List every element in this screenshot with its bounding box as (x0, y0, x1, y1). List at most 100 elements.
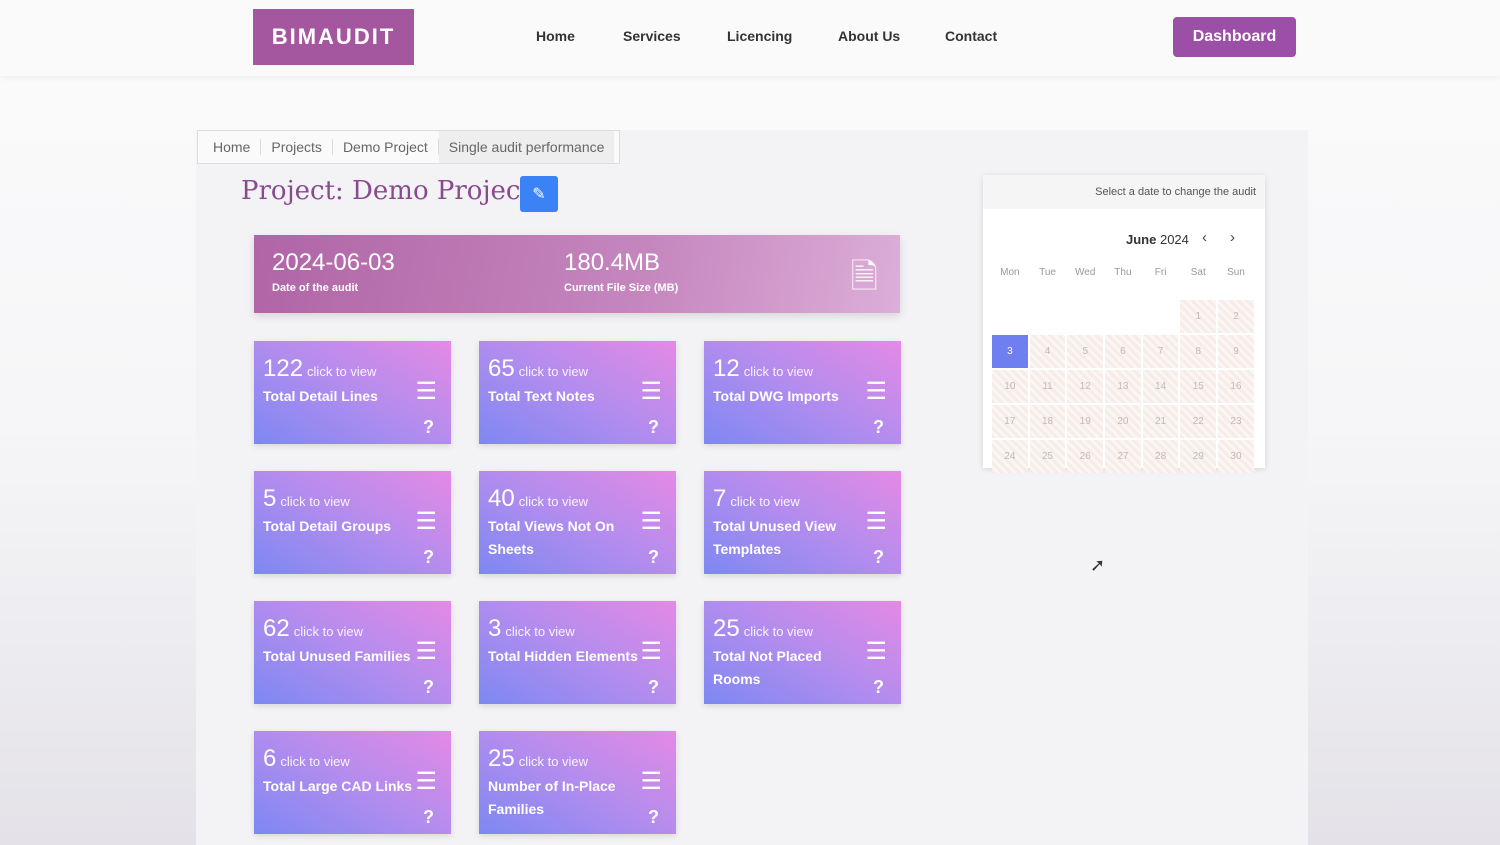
click-to-view: click to view (293, 624, 364, 639)
help-icon[interactable]: ? (648, 547, 659, 567)
stat-card[interactable]: 25 click to view Total Not Placed Rooms ☰… (704, 601, 901, 704)
calendar-grid: Mon Tue Wed Thu Fri Sat Sun 1 2 3 4 5 6 7 8 9 10 11 12 13 14… (991, 264, 1255, 474)
stat-card[interactable]: 65 click to view Total Text Notes ☰ ? (479, 341, 676, 444)
stat-card[interactable]: 5 click to view Total Detail Groups ☰ ? (254, 471, 451, 574)
calendar-day: 21 (1142, 405, 1179, 438)
stat-card[interactable]: 12 click to view Total DWG Imports ☰ ? (704, 341, 901, 444)
next-month-icon[interactable]: › (1230, 229, 1235, 246)
click-to-view: click to view (518, 754, 589, 769)
calendar-day: 29 (1180, 440, 1217, 473)
stat-value: 62 click to view (263, 615, 364, 642)
stat-label: Total Detail Groups (263, 518, 392, 534)
weekday-label: Mon (1000, 267, 1020, 278)
stat-value: 7 click to view (713, 485, 800, 512)
breadcrumb-current: Single audit performance (438, 131, 615, 163)
list-icon[interactable]: ☰ (640, 768, 662, 795)
audit-date-label: Date of the audit (272, 282, 359, 294)
list-icon[interactable]: ☰ (415, 638, 437, 665)
list-icon[interactable]: ☰ (865, 508, 887, 535)
list-icon[interactable]: ☰ (865, 638, 887, 665)
nav-home[interactable]: Home (536, 28, 575, 44)
stat-card[interactable]: 25 click to view Number of In-Place Famil… (479, 731, 676, 834)
stat-value: 12 click to view (713, 355, 814, 382)
click-to-view: click to view (518, 364, 589, 379)
click-to-view: click to view (280, 754, 350, 769)
stat-card[interactable]: 7 click to view Total Unused View Templat… (704, 471, 901, 574)
prev-month-icon[interactable]: ‹ (1202, 229, 1207, 246)
calendar-blank (1067, 300, 1103, 333)
help-icon[interactable]: ? (873, 677, 884, 697)
calendar-day: 14 (1142, 370, 1179, 403)
calendar-day: 24 (992, 440, 1028, 473)
mouse-cursor-icon: ➚ (1090, 555, 1106, 575)
nav-services[interactable]: Services (623, 28, 681, 44)
breadcrumb-home[interactable]: Home (203, 139, 262, 155)
click-to-view: click to view (307, 364, 377, 379)
calendar-day: 22 (1180, 405, 1217, 438)
help-icon[interactable]: ? (423, 807, 434, 827)
stat-card[interactable]: 122 click to view Total Detail Lines ☰ ? (254, 341, 451, 444)
edit-button[interactable]: ✎ (520, 176, 558, 212)
list-icon[interactable]: ☰ (865, 378, 887, 405)
calendar-day-selected[interactable]: 3 (992, 335, 1028, 368)
calendar-day: 8 (1180, 335, 1217, 368)
breadcrumb: Home Projects Demo Project Single audit … (197, 130, 621, 164)
calendar-day: 19 (1067, 405, 1104, 438)
list-icon[interactable]: ☰ (640, 638, 662, 665)
audit-date-calendar: Select a date to change the audit June 2… (983, 175, 1265, 473)
help-icon[interactable]: ? (873, 547, 884, 567)
calendar-day: 18 (1029, 405, 1066, 438)
calendar-day: 13 (1105, 370, 1141, 403)
weekday-label: Sun (1227, 267, 1245, 278)
help-icon[interactable]: ? (873, 417, 884, 437)
stat-label: Total Detail Lines (263, 388, 378, 404)
breadcrumb-projects[interactable]: Projects (261, 139, 333, 155)
stat-label: Total DWG Imports (713, 388, 839, 404)
stat-value: 40 click to view (488, 485, 589, 512)
stat-value: 5 click to view (263, 485, 350, 512)
help-icon[interactable]: ? (423, 677, 434, 697)
audit-summary-banner: 2024-06-03 Date of the audit 180.4MB Cur… (254, 235, 900, 313)
calendar-day: 10 (992, 370, 1028, 403)
stat-card[interactable]: 6 click to view Total Large CAD Links ☰ ? (254, 731, 451, 834)
list-icon[interactable]: ☰ (415, 508, 437, 535)
weekday-label: Fri (1154, 267, 1167, 278)
logo[interactable]: BIMAUDIT (253, 9, 414, 65)
help-icon[interactable]: ? (648, 677, 659, 697)
help-icon[interactable]: ? (423, 547, 434, 567)
list-icon[interactable]: ☰ (640, 378, 662, 405)
help-icon[interactable]: ? (423, 417, 434, 437)
calendar-day: 26 (1067, 440, 1104, 473)
stat-card[interactable]: 62 click to view Total Unused Families ☰ … (254, 601, 451, 704)
calendar-day: 2 (1218, 300, 1254, 333)
stat-label: Total Large CAD Links (263, 778, 413, 794)
dashboard-button[interactable]: Dashboard (1173, 17, 1296, 57)
click-to-view: click to view (743, 364, 814, 379)
list-icon[interactable]: ☰ (640, 508, 662, 535)
calendar-day: 25 (1029, 440, 1066, 473)
calendar-day: 1 (1180, 300, 1217, 333)
weekday-label: Wed (1075, 267, 1096, 278)
stat-label: Total Unused View Templates (713, 518, 837, 557)
nav-licencing[interactable]: Licencing (727, 28, 793, 44)
calendar-blank (1105, 300, 1141, 333)
stat-value: 6 click to view (263, 745, 350, 772)
help-icon[interactable]: ? (648, 807, 659, 827)
top-nav: BIMAUDIT Home Services Licencing About U… (0, 0, 1500, 76)
list-icon[interactable]: ☰ (415, 378, 437, 405)
nav-contact[interactable]: Contact (945, 28, 998, 44)
calendar-day: 7 (1142, 335, 1179, 368)
help-icon[interactable]: ? (648, 417, 659, 437)
click-to-view: click to view (743, 624, 814, 639)
calendar-day: 28 (1142, 440, 1179, 473)
breadcrumb-demo-project[interactable]: Demo Project (333, 139, 439, 155)
list-icon[interactable]: ☰ (415, 768, 437, 795)
calendar-day: 4 (1029, 335, 1066, 368)
calendar-month-label: June 2024 (1126, 232, 1189, 247)
nav-about-us[interactable]: About Us (838, 28, 901, 44)
click-to-view: click to view (505, 624, 575, 639)
stat-value: 25 click to view (488, 745, 589, 772)
stat-card[interactable]: 3 click to view Total Hidden Elements ☰ ? (479, 601, 676, 704)
calendar-day: 23 (1218, 405, 1254, 438)
stat-card[interactable]: 40 click to view Total Views Not On Sheet… (479, 471, 676, 574)
